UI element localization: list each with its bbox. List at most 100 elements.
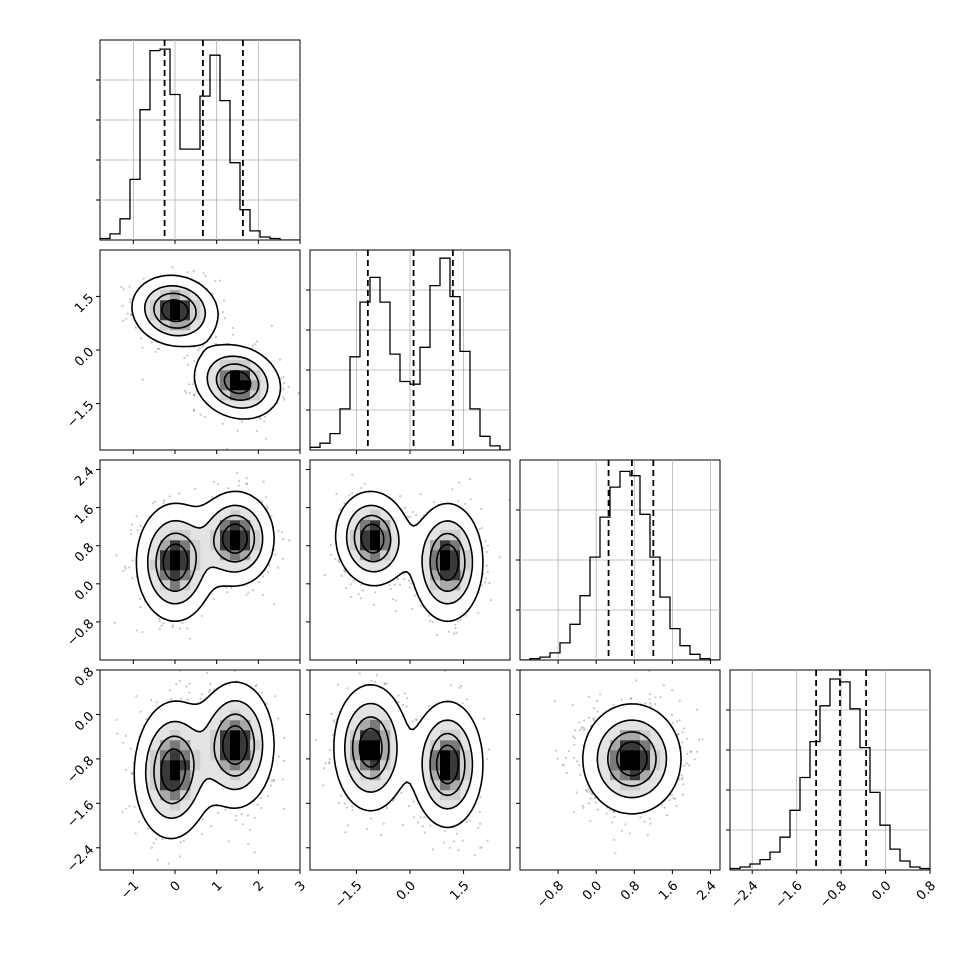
scatter-point bbox=[263, 420, 266, 423]
scatter-point bbox=[246, 482, 249, 485]
scatter-point bbox=[155, 837, 158, 841]
scatter-point bbox=[150, 698, 153, 702]
scatter-point bbox=[393, 583, 396, 587]
density-1-0 bbox=[120, 266, 300, 450]
scatter-point bbox=[349, 583, 352, 586]
scatter-point bbox=[193, 360, 196, 363]
scatter-point bbox=[435, 633, 438, 637]
panel-0-0 bbox=[96, 39, 301, 244]
scatter-point bbox=[421, 825, 424, 828]
scatter-point bbox=[409, 515, 412, 519]
density-cell bbox=[240, 740, 251, 751]
scatter-point bbox=[344, 831, 347, 834]
density-cell bbox=[210, 740, 221, 751]
density-cell bbox=[360, 730, 371, 741]
scatter-point bbox=[408, 805, 411, 808]
density-cell bbox=[210, 730, 221, 741]
scatter-point bbox=[485, 564, 488, 567]
scatter-point bbox=[385, 682, 388, 685]
scatter-point bbox=[237, 484, 240, 487]
scatter-point bbox=[277, 566, 280, 569]
scatter-point bbox=[282, 375, 285, 378]
scatter-point bbox=[314, 739, 317, 742]
scatter-point bbox=[337, 559, 340, 562]
scatter-point bbox=[465, 614, 468, 617]
histogram-2 bbox=[520, 470, 720, 660]
scatter-point bbox=[265, 496, 268, 499]
density-cell bbox=[160, 300, 171, 311]
density-cell bbox=[440, 780, 451, 791]
density-cell bbox=[450, 730, 461, 741]
density-cell bbox=[360, 770, 371, 781]
scatter-point bbox=[270, 779, 273, 782]
contour-line bbox=[351, 716, 466, 797]
scatter-point bbox=[287, 385, 290, 389]
density-cell bbox=[450, 560, 461, 571]
scatter-point bbox=[122, 741, 125, 744]
scatter-point bbox=[329, 749, 332, 752]
scatter-point bbox=[214, 335, 217, 338]
scatter-point bbox=[393, 798, 396, 801]
density-3-0 bbox=[115, 670, 286, 865]
density-cell bbox=[230, 530, 241, 541]
scatter-point bbox=[197, 349, 200, 352]
density-cell bbox=[430, 550, 441, 561]
scatter-point bbox=[134, 326, 137, 329]
contour-line bbox=[155, 514, 256, 592]
scatter-point bbox=[262, 480, 265, 483]
scatter-point bbox=[210, 825, 213, 828]
density-cell bbox=[440, 530, 451, 541]
scatter-point bbox=[375, 674, 378, 677]
scatter-point bbox=[478, 528, 481, 531]
density-cell bbox=[350, 750, 361, 761]
scatter-point bbox=[281, 531, 284, 534]
scatter-point bbox=[411, 510, 414, 514]
scatter-point bbox=[200, 614, 203, 618]
scatter-point bbox=[198, 347, 201, 350]
scatter-point bbox=[429, 619, 432, 622]
contour-line bbox=[131, 274, 282, 420]
scatter-point bbox=[145, 718, 148, 721]
scatter-point bbox=[272, 778, 275, 781]
density-cell bbox=[380, 540, 391, 551]
density-cell bbox=[380, 740, 391, 751]
density-cell bbox=[160, 770, 171, 781]
contour-line bbox=[153, 292, 260, 402]
scatter-point bbox=[414, 718, 417, 721]
scatter-point bbox=[130, 533, 133, 536]
scatter-point bbox=[137, 820, 140, 823]
scatter-point bbox=[417, 821, 420, 824]
density-cell bbox=[240, 720, 251, 731]
density-cell bbox=[440, 770, 451, 781]
scatter-point bbox=[236, 471, 239, 474]
scatter-point bbox=[388, 584, 391, 587]
density-cell bbox=[150, 750, 161, 761]
scatter-point bbox=[226, 591, 229, 594]
density-cell bbox=[230, 380, 241, 391]
scatter-point bbox=[181, 622, 184, 625]
panel-2-2 bbox=[516, 459, 721, 664]
density-cell bbox=[160, 310, 171, 321]
scatter-point bbox=[401, 704, 405, 707]
scatter-point bbox=[156, 347, 159, 351]
contour-line bbox=[144, 700, 264, 819]
density-cell bbox=[460, 750, 471, 761]
scatter-point bbox=[283, 398, 286, 401]
scatter-point bbox=[265, 505, 268, 508]
scatter-point bbox=[199, 413, 202, 416]
density-cell bbox=[170, 300, 181, 311]
scatter-point bbox=[256, 803, 259, 806]
scatter-point bbox=[162, 499, 166, 502]
density-cell bbox=[430, 580, 441, 591]
density-cell bbox=[160, 740, 171, 751]
density-cell bbox=[190, 760, 201, 771]
scatter-point bbox=[334, 558, 337, 561]
scatter-point bbox=[270, 515, 273, 518]
scatter-point bbox=[168, 689, 171, 692]
scatter-point bbox=[403, 692, 406, 695]
scatter-point bbox=[351, 808, 354, 812]
scatter-point bbox=[406, 515, 410, 519]
scatter-point bbox=[222, 422, 225, 425]
scatter-point bbox=[232, 333, 235, 336]
scatter-point bbox=[266, 507, 269, 510]
